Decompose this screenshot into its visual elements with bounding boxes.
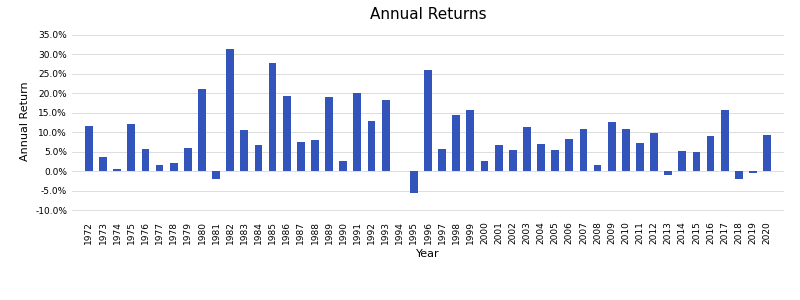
Bar [368, 121, 375, 171]
Bar [721, 110, 729, 171]
X-axis label: Year: Year [416, 249, 440, 260]
Bar [424, 70, 432, 171]
Bar [706, 136, 714, 171]
Bar [114, 169, 121, 171]
Bar [184, 148, 192, 171]
Bar [579, 130, 587, 171]
Bar [198, 89, 206, 171]
Bar [650, 133, 658, 171]
Bar [326, 97, 333, 171]
Bar [537, 144, 545, 171]
Bar [636, 143, 644, 171]
Bar [85, 126, 93, 171]
Bar [297, 142, 305, 171]
Bar [156, 165, 163, 171]
Bar [466, 110, 474, 171]
Bar [551, 150, 559, 171]
Bar [622, 129, 630, 171]
Bar [594, 165, 602, 171]
Bar [382, 100, 390, 171]
Bar [410, 171, 418, 194]
Bar [127, 124, 135, 171]
Bar [311, 140, 319, 171]
Bar [99, 157, 107, 171]
Bar [566, 139, 573, 171]
Bar [226, 49, 234, 171]
Bar [438, 148, 446, 171]
Y-axis label: Annual Return: Annual Return [19, 82, 30, 161]
Bar [212, 171, 220, 179]
Title: Annual Returns: Annual Returns [370, 7, 486, 22]
Bar [678, 151, 686, 171]
Bar [693, 152, 700, 171]
Bar [452, 115, 460, 171]
Bar [170, 163, 178, 171]
Bar [142, 149, 150, 171]
Bar [509, 150, 517, 171]
Bar [241, 130, 248, 171]
Bar [481, 161, 488, 171]
Bar [283, 96, 290, 171]
Bar [269, 63, 277, 171]
Bar [749, 171, 757, 173]
Bar [254, 146, 262, 171]
Bar [354, 93, 362, 171]
Bar [735, 171, 742, 179]
Bar [339, 161, 347, 171]
Bar [763, 135, 771, 171]
Bar [664, 171, 672, 175]
Bar [523, 127, 530, 171]
Bar [608, 122, 615, 171]
Bar [494, 146, 502, 171]
